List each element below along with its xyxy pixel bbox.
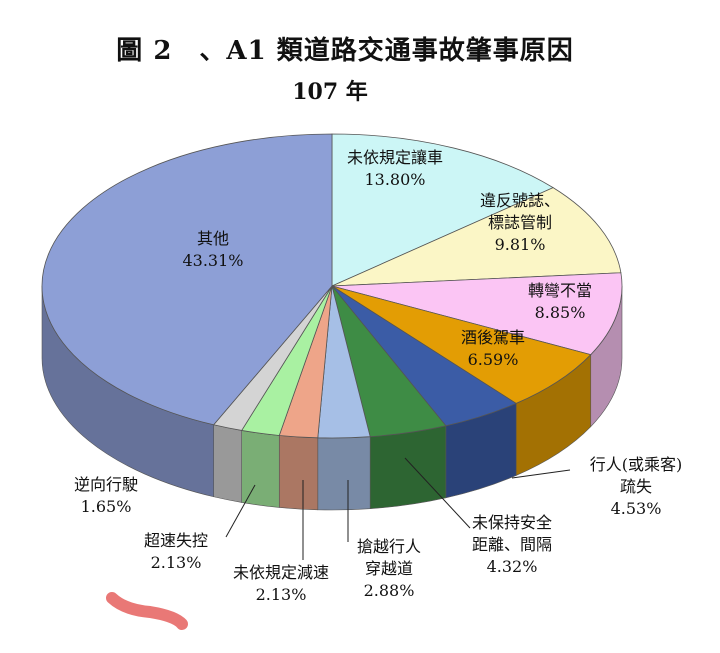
slice-label-4: 疏失 xyxy=(620,477,652,496)
slice-label-6: 穿越道 xyxy=(365,559,413,578)
slice-label-0: 未依規定讓車 xyxy=(347,148,443,167)
pie-slice-2 xyxy=(331,272,623,356)
slice-label-1: 違反號誌、 xyxy=(480,191,560,210)
slice-value-10: 43.31% xyxy=(182,251,243,270)
leader-line-8 xyxy=(225,484,256,538)
slice-label-7: 未依規定減速 xyxy=(233,563,329,582)
slice-value-1: 9.81% xyxy=(495,235,546,254)
slice-label-5: 距離、間隔 xyxy=(472,535,552,554)
slice-value-3: 6.59% xyxy=(468,350,519,369)
slice-value-7: 2.13% xyxy=(256,585,307,604)
slice-label-9: 逆向行駛 xyxy=(74,475,138,494)
chart-subtitle: 107 年 xyxy=(292,79,368,105)
pie-slice-10 xyxy=(41,133,333,426)
slice-value-2: 8.85% xyxy=(535,303,586,322)
leader-line-5 xyxy=(404,457,471,529)
slice-value-6: 2.88% xyxy=(364,581,415,600)
slice-value-5: 4.32% xyxy=(487,557,538,576)
pie-slice-1 xyxy=(331,187,622,287)
leader-line-4 xyxy=(511,469,571,479)
slice-label-3: 酒後駕車 xyxy=(461,328,525,347)
pie-labels: 未依規定讓車 13.80% 違反號誌、標誌管制 9.81% 轉彎不當 8.85% 酒後駕車 6… xyxy=(74,148,682,604)
slice-label-5: 未保持安全 xyxy=(472,513,552,532)
slice-label-4: 行人(或乘客) xyxy=(590,455,683,474)
chart-title: 圖 2 、A1 類道路交通事故肇事原因 xyxy=(116,36,574,66)
slice-label-6: 搶越行人 xyxy=(357,537,421,556)
slice-label-8: 超速失控 xyxy=(144,531,208,550)
pie-top xyxy=(41,133,623,439)
pie-slice-3 xyxy=(331,285,592,404)
pie-slice-0 xyxy=(331,133,554,287)
slice-label-2: 轉彎不當 xyxy=(528,281,592,300)
slice-label-10: 其他 xyxy=(197,229,229,248)
slice-value-9: 1.65% xyxy=(81,497,132,516)
slice-value-4: 4.53% xyxy=(611,499,662,518)
slice-label-1: 標誌管制 xyxy=(488,213,552,232)
slice-value-0: 13.80% xyxy=(364,170,425,189)
slice-value-8: 2.13% xyxy=(151,553,202,572)
